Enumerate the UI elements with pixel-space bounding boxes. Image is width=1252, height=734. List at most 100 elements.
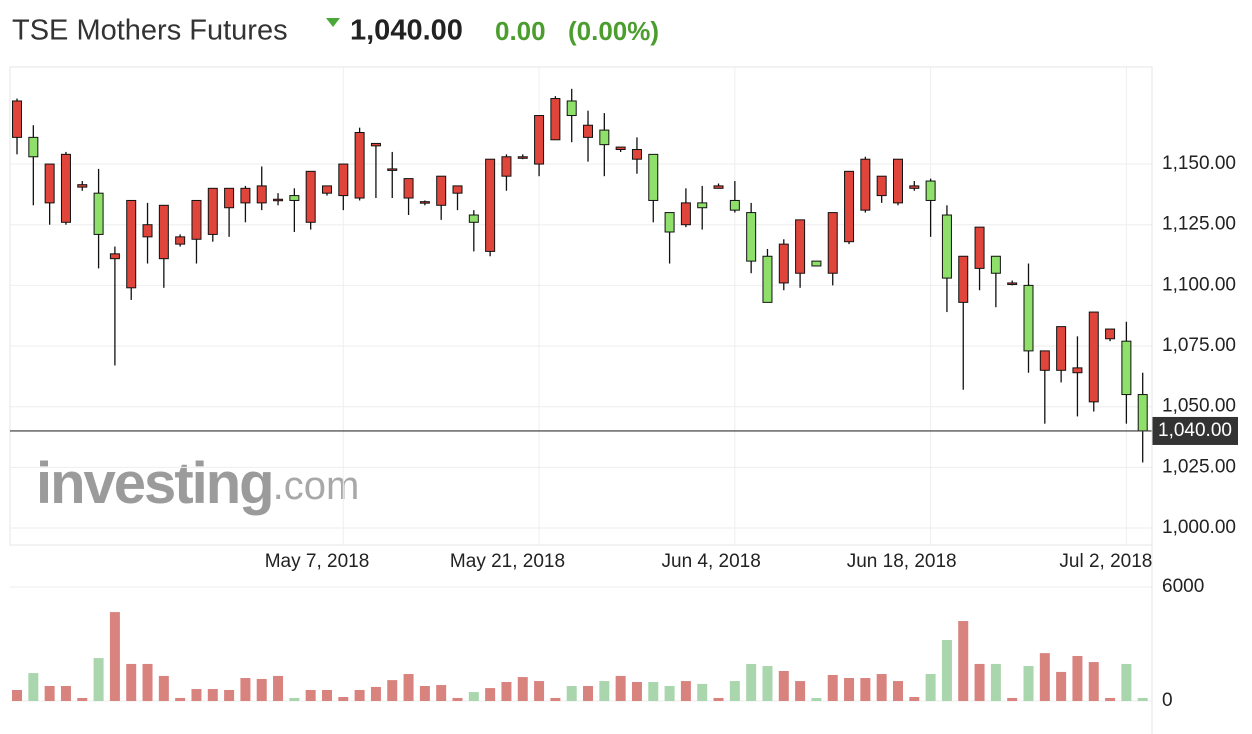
volume-bar — [583, 685, 594, 701]
candle-body — [648, 153, 659, 201]
candle-body — [305, 170, 316, 223]
volume-bar — [631, 682, 642, 701]
volume-bar — [844, 678, 855, 701]
volume-bar — [762, 666, 773, 701]
volume-bar — [778, 670, 789, 701]
volume-bar — [925, 674, 936, 701]
volume-bar — [1007, 697, 1018, 701]
candle-body — [1039, 350, 1050, 371]
y-tick-label: 1,125.00 — [1162, 214, 1236, 235]
volume-bar — [191, 689, 202, 701]
candle-body — [925, 180, 936, 201]
volume-bar — [419, 685, 430, 701]
volume-bar — [1088, 662, 1099, 701]
volume-bar — [713, 697, 724, 701]
candle-body — [370, 142, 381, 147]
volume-bar — [77, 697, 88, 701]
volume-bar — [403, 674, 414, 701]
candle-body — [599, 129, 610, 146]
candle-body — [60, 153, 71, 223]
volume-bar — [941, 640, 952, 701]
candle-body — [941, 214, 952, 279]
volume-bar — [387, 680, 398, 701]
volume-bar — [485, 688, 496, 701]
y-tick-label: 1,000.00 — [1162, 517, 1236, 538]
volume-bar — [289, 697, 300, 701]
change-percent: (0.00%) — [568, 16, 659, 46]
candle-body — [77, 184, 88, 188]
volume-bar — [860, 678, 871, 701]
candle-body — [1056, 326, 1067, 371]
candle-body — [762, 255, 773, 303]
candle-body — [158, 204, 169, 260]
volume-bar — [321, 689, 332, 701]
volume-bar — [44, 685, 55, 701]
volume-bar — [224, 689, 235, 701]
candle-body — [142, 224, 153, 238]
candle-body — [338, 163, 349, 197]
candle-body — [892, 158, 903, 204]
price: 1,040.00 — [350, 15, 463, 47]
candle-body — [436, 175, 447, 206]
y-tick-label: 1,075.00 — [1162, 335, 1236, 356]
candle-body — [452, 185, 463, 194]
candle-body — [615, 146, 626, 150]
candle-body — [583, 124, 594, 138]
x-tick-label: Jun 4, 2018 — [662, 551, 761, 572]
candle-body — [207, 187, 218, 235]
volume-bar — [175, 697, 186, 701]
candle-body — [1088, 311, 1099, 403]
candle-body — [501, 156, 512, 177]
volume-bar — [990, 663, 1001, 701]
y-tick-label: 6000 — [1162, 576, 1204, 597]
last-price-label: 1,040.00 — [1158, 420, 1232, 441]
watermark-suffix: .com — [273, 464, 360, 508]
candle-body — [93, 192, 104, 235]
volume-bar — [240, 678, 251, 701]
candle-body — [876, 175, 887, 197]
volume-bar — [28, 673, 39, 701]
volume-bar — [1121, 663, 1132, 701]
volume-bar — [468, 692, 479, 701]
candle-body — [28, 136, 39, 158]
volume-bar — [795, 681, 806, 701]
volume-bar — [12, 689, 23, 701]
volume-bar — [680, 681, 691, 701]
candle-body — [827, 212, 838, 274]
volume-bar — [305, 689, 316, 701]
volume-bar — [876, 674, 887, 701]
x-tick-label: May 7, 2018 — [265, 551, 370, 572]
candle-body — [256, 185, 267, 204]
x-tick-label: May 21, 2018 — [450, 551, 565, 572]
title: TSE Mothers Futures — [12, 15, 288, 47]
candle-body — [860, 158, 871, 211]
volume-bar — [126, 663, 137, 701]
y-tick-label: 1,025.00 — [1162, 456, 1236, 477]
candle-body — [566, 100, 577, 117]
candle-body — [109, 253, 120, 260]
volume-bar — [436, 685, 447, 701]
watermark: investing.com — [36, 451, 359, 516]
candle-body — [485, 158, 496, 252]
volume-bar — [354, 689, 365, 701]
candle-body — [289, 195, 300, 201]
volume-bar — [648, 682, 659, 701]
candle-body — [631, 148, 642, 160]
y-tick-label: 1,050.00 — [1162, 396, 1236, 417]
y-tick-label: 0 — [1162, 690, 1173, 711]
candle-body — [321, 185, 332, 194]
volume-bar — [452, 697, 463, 701]
candle-body — [354, 132, 365, 199]
volume-bar — [60, 685, 71, 701]
volume-bar — [958, 621, 969, 701]
candle-body — [468, 214, 479, 223]
candle-body — [419, 201, 430, 204]
volume-bar — [550, 697, 561, 701]
candle-body — [534, 115, 545, 165]
volume-bar — [1056, 671, 1067, 701]
candle-body — [1007, 282, 1018, 285]
volume-bar — [370, 686, 381, 701]
y-tick-label: 1,150.00 — [1162, 153, 1236, 174]
candle-body — [680, 202, 691, 226]
